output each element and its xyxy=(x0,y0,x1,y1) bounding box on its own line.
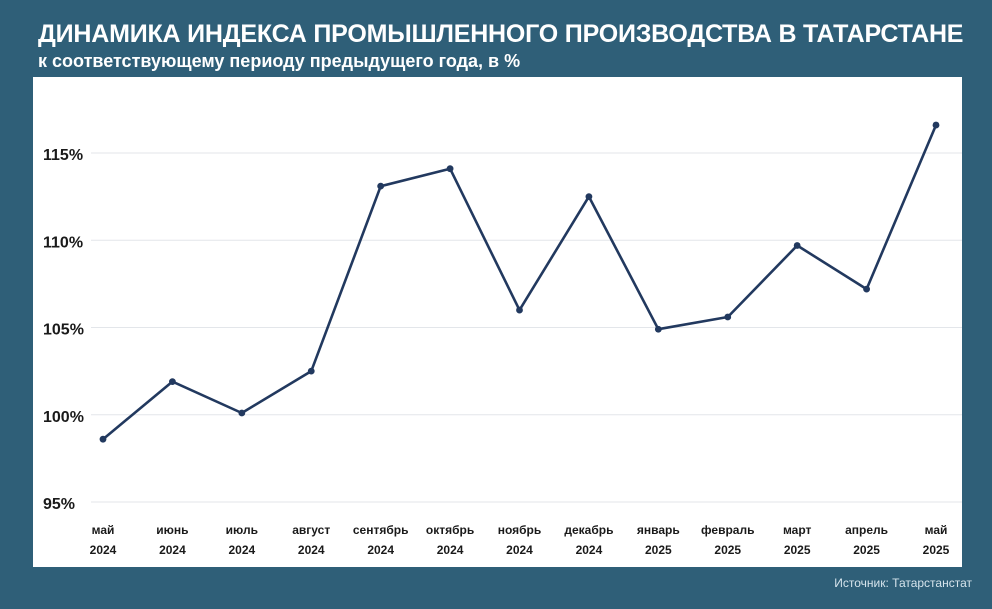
data-point xyxy=(377,182,385,190)
x-tick-label-month: ноябрь xyxy=(498,523,542,537)
data-point xyxy=(793,242,801,249)
x-tick-label-month: сентябрь xyxy=(353,523,409,537)
y-tick-label: 110% xyxy=(43,234,83,251)
data-point xyxy=(932,121,940,129)
x-tick-label-month: август xyxy=(292,523,330,537)
x-tick-label-month: февраль xyxy=(701,523,754,537)
x-tick-label-year: 2025 xyxy=(853,543,880,557)
x-tick-label-month: июль xyxy=(226,523,258,537)
y-tick-label: 95% xyxy=(43,496,75,513)
x-tick-label-year: 2024 xyxy=(298,543,325,557)
chart-subtitle: к соответствующему периоду предыдущего г… xyxy=(38,51,521,71)
x-tick-label-year: 2025 xyxy=(923,543,950,557)
data-point xyxy=(238,409,246,417)
x-tick-label-month: июнь xyxy=(156,523,188,537)
chart-panel: 95% 100% 105% 110% 115% май 2024 июнь 2024 июль 20… xyxy=(33,77,962,567)
line-chart: 95% 100% 105% 110% 115% май 2024 июнь 2024 июль 20… xyxy=(43,121,962,557)
data-point xyxy=(654,325,662,333)
x-tick-label-year: 2025 xyxy=(714,543,741,557)
data-point xyxy=(724,313,732,321)
x-tick-label-year: 2024 xyxy=(90,543,117,557)
data-point xyxy=(307,367,315,375)
x-tick-label-month: декабрь xyxy=(564,523,613,537)
x-tick-label-month: март xyxy=(783,523,812,537)
data-point xyxy=(99,435,107,443)
x-tick-label-month: май xyxy=(92,523,115,537)
y-tick-label: 105% xyxy=(43,322,84,339)
x-tick-label-year: 2024 xyxy=(159,543,186,557)
x-tick-label-year: 2024 xyxy=(506,543,533,557)
x-tick-label-year: 2024 xyxy=(228,543,255,557)
x-tick-label-year: 2024 xyxy=(367,543,394,557)
x-tick-label-year: 2024 xyxy=(576,543,603,557)
y-tick-label: 115% xyxy=(43,147,83,164)
x-tick-label-month: май xyxy=(925,523,948,537)
x-tick-label-year: 2025 xyxy=(784,543,811,557)
chart-title: ДИНАМИКА ИНДЕКСА ПРОМЫШЛЕННОГО ПРОИЗВОДС… xyxy=(38,20,964,48)
x-tick-label-year: 2024 xyxy=(437,543,464,557)
x-tick-label-month: январь xyxy=(637,523,680,537)
data-point xyxy=(446,165,454,173)
series-line xyxy=(101,123,938,441)
x-tick-label-month: октябрь xyxy=(426,523,474,537)
y-tick-label: 100% xyxy=(43,409,84,426)
x-tick-label-month: апрель xyxy=(845,523,888,537)
data-point xyxy=(863,285,870,293)
data-point xyxy=(169,378,176,385)
data-point xyxy=(516,306,523,314)
source-note: Источник: Татарстанстат xyxy=(834,576,972,590)
x-tick-label-year: 2025 xyxy=(645,543,672,557)
data-point xyxy=(585,193,593,201)
